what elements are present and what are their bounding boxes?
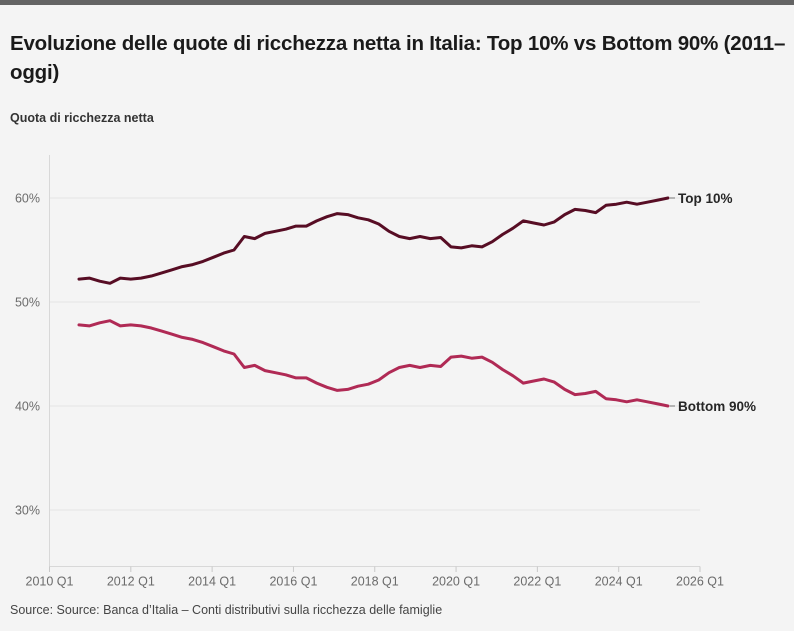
x-axis-tick-label: 2022 Q1	[513, 575, 561, 589]
y-axis-tick-label: 50%	[15, 296, 40, 310]
x-axis-tick-label: 2024 Q1	[595, 575, 643, 589]
x-axis-tick-label: 2020 Q1	[432, 575, 480, 589]
y-axis-tick-label: 60%	[15, 192, 40, 206]
x-axis-tick-label: 2010 Q1	[26, 575, 74, 589]
chart-subtitle: Quota di ricchezza netta	[10, 111, 154, 125]
top-accent-bar	[0, 0, 794, 5]
series-line-bottom90	[77, 319, 670, 408]
x-axis-tick-label: 2012 Q1	[107, 575, 155, 589]
series-line-top10	[77, 196, 670, 285]
series-end-label-bottom90: Bottom 90%	[678, 399, 756, 414]
y-axis-tick-label: 40%	[15, 400, 40, 414]
x-axis-tick-label: 2016 Q1	[269, 575, 317, 589]
chart-title: Evoluzione delle quote di ricchezza nett…	[10, 32, 786, 84]
x-axis-tick-label: 2018 Q1	[351, 575, 399, 589]
x-axis-tick-label: 2014 Q1	[188, 575, 236, 589]
source-note: Source: Source: Banca d’Italia – Conti d…	[10, 603, 443, 617]
x-axis-tick-label: 2026 Q1	[676, 575, 724, 589]
series-end-label-top10: Top 10%	[678, 191, 733, 206]
y-axis-tick-label: 30%	[15, 504, 40, 518]
